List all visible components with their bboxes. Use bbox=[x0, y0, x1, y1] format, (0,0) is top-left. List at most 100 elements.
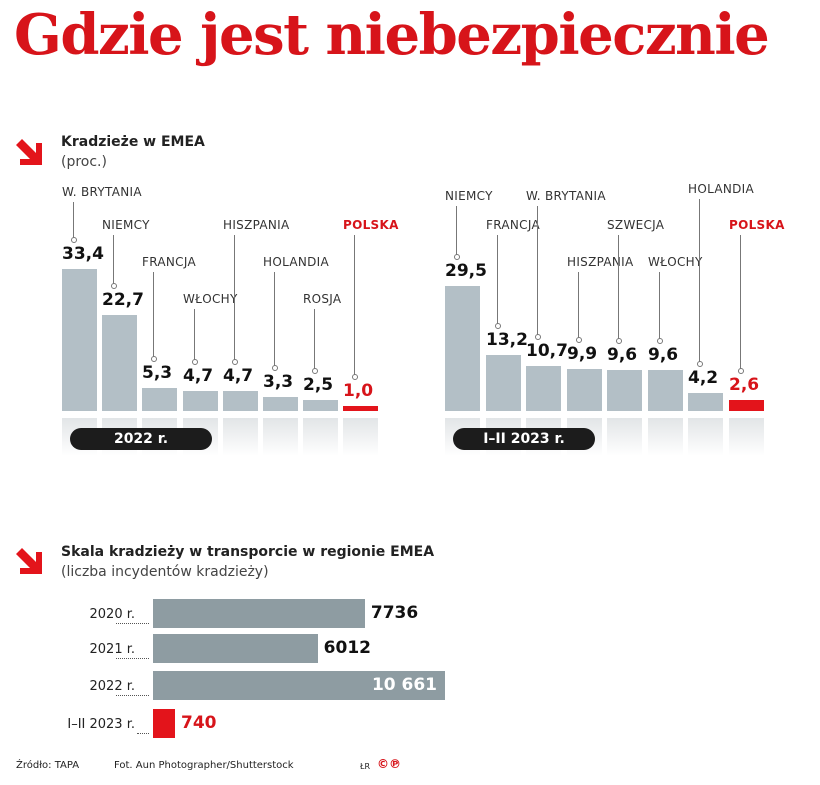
leader-dot bbox=[192, 359, 198, 366]
bar-shadow bbox=[303, 418, 338, 456]
value-label: 33,4 bbox=[62, 244, 104, 265]
leader-dot bbox=[232, 359, 238, 366]
leader-dot bbox=[576, 336, 582, 343]
hbar bbox=[153, 671, 445, 700]
category-label: FRANCJA bbox=[142, 255, 196, 269]
author: ŁR bbox=[360, 762, 371, 771]
hbar bbox=[153, 634, 318, 663]
bar-shadow bbox=[263, 418, 298, 456]
bar bbox=[223, 391, 258, 411]
value-label: 7736 bbox=[370, 603, 419, 623]
leader-line bbox=[659, 272, 660, 341]
chart1-subtitle: (proc.) bbox=[61, 154, 107, 170]
chart3-subtitle: (liczba incydentów kradzieży) bbox=[61, 564, 269, 580]
leader-dot bbox=[738, 367, 744, 374]
bar bbox=[102, 314, 137, 411]
category-label: POLSKA bbox=[729, 218, 785, 232]
value-label: 22,7 bbox=[102, 289, 144, 310]
bar bbox=[729, 399, 764, 411]
bar bbox=[445, 285, 480, 411]
leader-line bbox=[314, 309, 315, 371]
value-label: 1,0 bbox=[343, 381, 374, 401]
dotted-leader bbox=[116, 658, 149, 659]
value-label: 9,9 bbox=[567, 343, 598, 364]
leader-dot bbox=[312, 368, 318, 375]
value-label: 10,7 bbox=[526, 340, 568, 361]
category-label: HOLANDIA bbox=[688, 182, 755, 196]
leader-dot bbox=[495, 322, 501, 329]
value-label: 2,6 bbox=[729, 374, 760, 395]
value-label: 9,6 bbox=[607, 345, 638, 366]
leader-line bbox=[618, 235, 619, 341]
bar-shadow bbox=[729, 418, 764, 456]
bar-shadow bbox=[223, 418, 258, 456]
category-label: ROSJA bbox=[303, 292, 342, 306]
category-label: HOLANDIA bbox=[263, 255, 330, 269]
period-pill-2023: I–II 2023 r. bbox=[453, 428, 595, 450]
bar bbox=[567, 368, 602, 411]
value-label: 740 bbox=[181, 713, 217, 733]
dotted-leader bbox=[116, 623, 149, 624]
category-label: W. BRYTANIA bbox=[62, 185, 142, 199]
leader-dot bbox=[71, 237, 77, 244]
category-label: POLSKA bbox=[343, 218, 399, 232]
page-title: Gdzie jest niebezpiecznie bbox=[14, 2, 770, 68]
row-label: I–II 2023 r. bbox=[67, 717, 135, 732]
leader-dot bbox=[535, 333, 541, 340]
bar-shadow bbox=[648, 418, 683, 456]
leader-line bbox=[537, 206, 538, 336]
category-label: FRANCJA bbox=[486, 218, 540, 232]
leader-dot bbox=[352, 374, 358, 380]
leader-line bbox=[113, 235, 114, 285]
bar-shadow bbox=[607, 418, 642, 456]
value-label: 10 661 bbox=[371, 675, 437, 695]
category-label: WŁOCHY bbox=[183, 292, 238, 306]
bar-shadow bbox=[688, 418, 723, 456]
leader-dot bbox=[616, 338, 622, 345]
leader-line bbox=[153, 272, 154, 359]
leader-line bbox=[578, 272, 579, 339]
logo: ©℗ bbox=[377, 757, 401, 771]
leader-dot bbox=[697, 361, 703, 368]
leader-line bbox=[73, 202, 74, 240]
leader-dot bbox=[657, 338, 663, 345]
hbar bbox=[153, 599, 365, 628]
value-label: 2,5 bbox=[303, 375, 334, 396]
leader-dot bbox=[454, 253, 460, 260]
bar bbox=[62, 269, 97, 411]
chart3-title: Skala kradzieży w transporcie w regionie… bbox=[61, 544, 435, 560]
bar bbox=[303, 400, 338, 411]
category-label: NIEMCY bbox=[445, 189, 493, 203]
leader-line bbox=[699, 199, 700, 364]
value-label: 4,7 bbox=[183, 366, 214, 387]
bar-shadow bbox=[343, 418, 378, 456]
bar bbox=[526, 365, 561, 411]
hbar bbox=[153, 709, 175, 738]
bar bbox=[142, 388, 177, 411]
period-pill-2022: 2022 r. bbox=[70, 428, 212, 450]
leader-line bbox=[354, 235, 355, 376]
category-label: HISZPANIA bbox=[223, 218, 290, 232]
row-label: 2020 r. bbox=[89, 607, 136, 622]
dotted-leader bbox=[116, 695, 149, 696]
value-label: 9,6 bbox=[648, 345, 679, 366]
value-label: 4,2 bbox=[688, 368, 719, 389]
value-label: 13,2 bbox=[486, 329, 528, 350]
chart1-title: Kradzieże w EMEA bbox=[61, 134, 205, 150]
value-label: 29,5 bbox=[445, 260, 487, 281]
arrow-down-right-icon bbox=[16, 139, 42, 165]
bar bbox=[486, 354, 521, 411]
value-label: 4,7 bbox=[223, 366, 254, 387]
category-label: NIEMCY bbox=[102, 218, 150, 232]
category-label: HISZPANIA bbox=[567, 255, 634, 269]
category-label: SZWECJA bbox=[607, 218, 665, 232]
leader-line bbox=[456, 206, 457, 256]
leader-dot bbox=[111, 282, 117, 289]
bar bbox=[688, 393, 723, 411]
leader-dot bbox=[151, 356, 157, 363]
leader-line bbox=[234, 235, 235, 362]
leader-line bbox=[740, 235, 741, 370]
leader-dot bbox=[272, 364, 278, 371]
row-label: 2022 r. bbox=[89, 679, 136, 694]
